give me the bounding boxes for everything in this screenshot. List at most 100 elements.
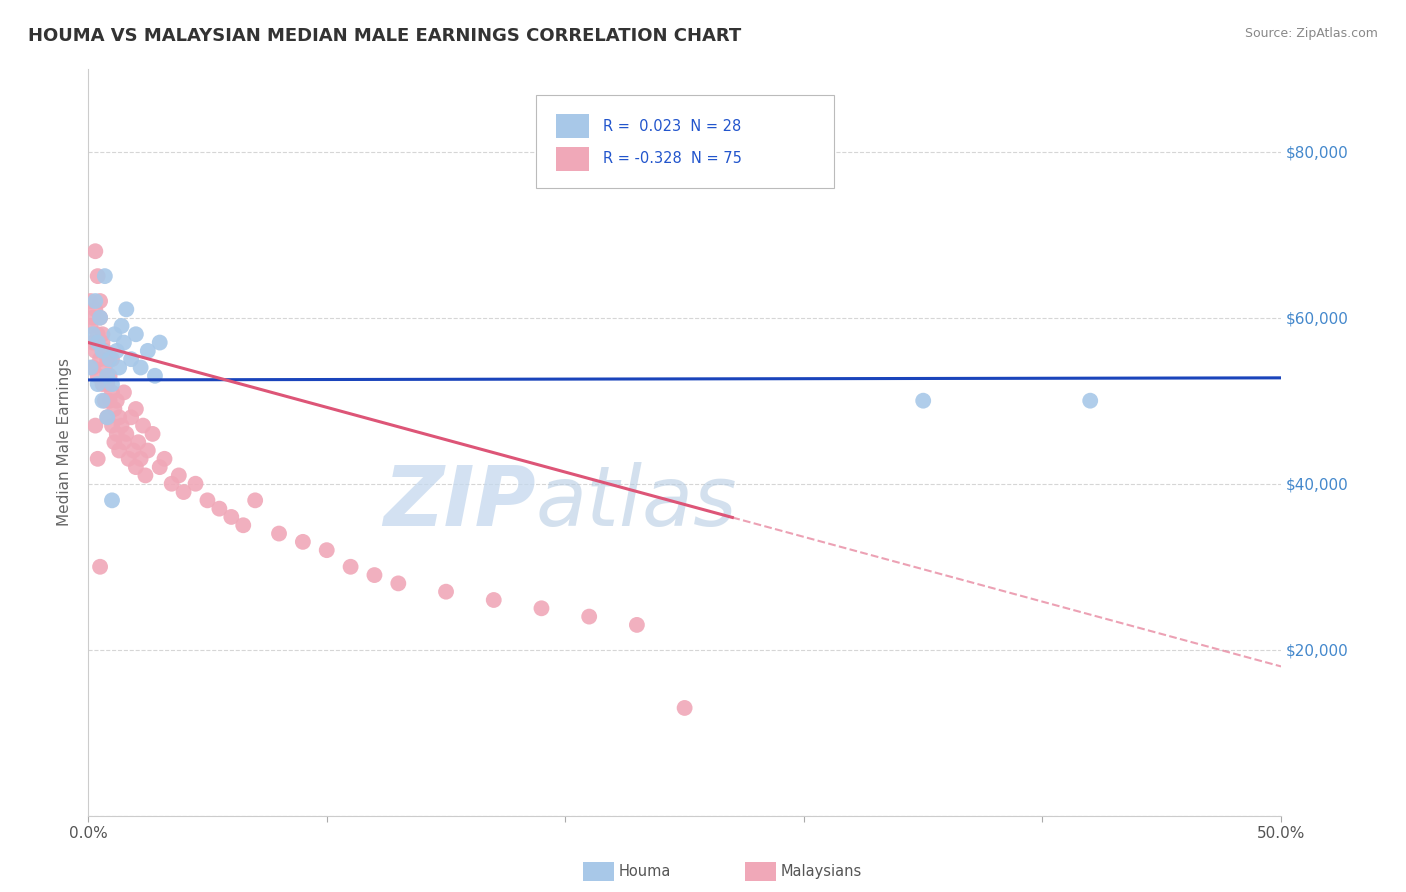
- Point: [89, 310, 111, 325]
- Point: [103, 402, 125, 417]
- Point: [101, 418, 124, 433]
- Point: [84, 418, 107, 433]
- Point: [110, 318, 132, 333]
- Point: [91, 343, 114, 358]
- Point: [89, 310, 111, 325]
- Point: [173, 485, 195, 500]
- Point: [105, 393, 128, 408]
- Point: [96, 410, 118, 425]
- Point: [626, 618, 648, 632]
- Point: [94, 343, 117, 358]
- Point: [120, 410, 142, 425]
- Text: atlas: atlas: [536, 461, 737, 542]
- Point: [149, 335, 172, 350]
- Point: [94, 269, 117, 284]
- Point: [108, 360, 131, 375]
- Point: [84, 293, 107, 308]
- Point: [105, 426, 128, 441]
- Point: [89, 293, 111, 308]
- Text: R =  0.023  N = 28: R = 0.023 N = 28: [603, 119, 742, 134]
- Point: [91, 327, 114, 342]
- Point: [108, 443, 131, 458]
- Point: [105, 343, 128, 358]
- Point: [86, 368, 108, 383]
- Point: [912, 393, 935, 408]
- Point: [112, 435, 135, 450]
- Text: HOUMA VS MALAYSIAN MEDIAN MALE EARNINGS CORRELATION CHART: HOUMA VS MALAYSIAN MEDIAN MALE EARNINGS …: [28, 27, 741, 45]
- Point: [91, 377, 114, 392]
- Point: [142, 426, 165, 441]
- Point: [267, 526, 290, 541]
- FancyBboxPatch shape: [555, 114, 589, 138]
- Point: [86, 377, 108, 392]
- Point: [153, 451, 176, 466]
- Point: [82, 327, 104, 342]
- Point: [89, 352, 111, 367]
- Point: [132, 418, 155, 433]
- Point: [291, 534, 314, 549]
- Point: [1078, 393, 1101, 408]
- Point: [82, 335, 104, 350]
- Point: [134, 468, 156, 483]
- Point: [91, 335, 114, 350]
- Point: [578, 609, 600, 624]
- Text: ZIP: ZIP: [382, 461, 536, 542]
- Point: [115, 302, 138, 317]
- Point: [112, 385, 135, 400]
- Point: [673, 701, 696, 715]
- Point: [79, 318, 101, 333]
- Point: [110, 418, 132, 433]
- Point: [115, 426, 138, 441]
- FancyBboxPatch shape: [555, 147, 589, 171]
- Point: [129, 360, 152, 375]
- Point: [482, 593, 505, 607]
- Point: [149, 460, 172, 475]
- Point: [530, 601, 553, 615]
- Point: [84, 343, 107, 358]
- Point: [243, 493, 266, 508]
- Point: [96, 368, 118, 383]
- Point: [339, 559, 361, 574]
- Point: [79, 360, 101, 375]
- Point: [125, 460, 148, 475]
- Point: [136, 443, 159, 458]
- Point: [387, 576, 409, 591]
- Point: [91, 393, 114, 408]
- Point: [96, 377, 118, 392]
- Point: [197, 493, 219, 508]
- Point: [232, 518, 254, 533]
- Point: [129, 451, 152, 466]
- Point: [86, 335, 108, 350]
- Point: [125, 402, 148, 417]
- Point: [101, 385, 124, 400]
- Point: [167, 468, 190, 483]
- Point: [103, 327, 125, 342]
- Point: [94, 360, 117, 375]
- Point: [108, 410, 131, 425]
- Text: R = -0.328  N = 75: R = -0.328 N = 75: [603, 152, 742, 167]
- Point: [86, 451, 108, 466]
- Point: [82, 360, 104, 375]
- Point: [120, 352, 142, 367]
- Point: [184, 476, 207, 491]
- Point: [96, 410, 118, 425]
- Point: [89, 559, 111, 574]
- Point: [136, 343, 159, 358]
- Point: [160, 476, 183, 491]
- Point: [94, 393, 117, 408]
- Point: [434, 584, 457, 599]
- Point: [221, 510, 243, 524]
- Point: [363, 568, 385, 582]
- Point: [127, 435, 149, 450]
- Point: [101, 377, 124, 392]
- Point: [208, 501, 231, 516]
- Point: [79, 293, 101, 308]
- Point: [112, 335, 135, 350]
- Point: [125, 327, 148, 342]
- Point: [101, 493, 124, 508]
- Y-axis label: Median Male Earnings: Median Male Earnings: [58, 359, 72, 526]
- Point: [122, 443, 145, 458]
- Point: [118, 451, 141, 466]
- Point: [103, 435, 125, 450]
- Point: [101, 352, 124, 367]
